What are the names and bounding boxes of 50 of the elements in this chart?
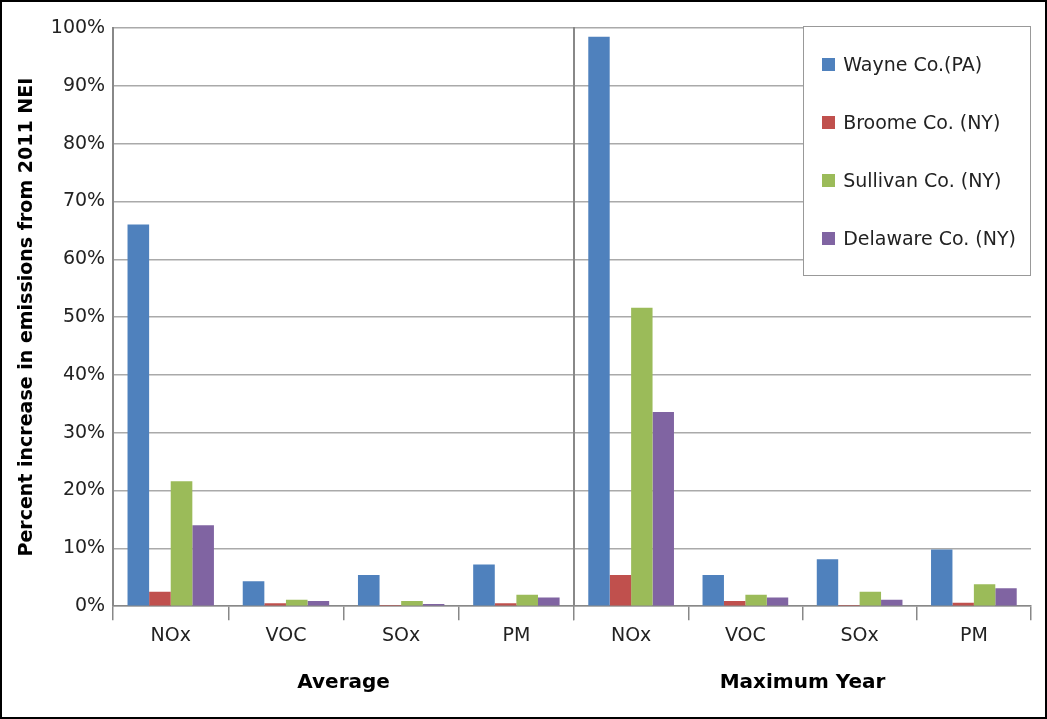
y-tick-label: 60% xyxy=(62,246,106,269)
bar xyxy=(516,594,538,606)
y-tick-label: 20% xyxy=(62,477,106,500)
bar xyxy=(127,224,150,606)
bar xyxy=(170,481,193,606)
y-tick-label: 40% xyxy=(62,361,106,384)
y-tick-label: 50% xyxy=(62,304,106,327)
y-tick-label: 10% xyxy=(62,535,106,558)
bar xyxy=(242,581,265,606)
y-tick-label: 0% xyxy=(74,593,106,616)
x-tick-label: VOC xyxy=(724,622,766,645)
x-axis-title: Average xyxy=(297,669,390,694)
y-tick-label: 30% xyxy=(62,419,106,442)
x-tick-label: NOx xyxy=(610,622,652,645)
bar xyxy=(588,36,610,606)
bar xyxy=(494,603,517,606)
bar xyxy=(537,597,560,606)
x-tick-label: PM xyxy=(502,622,531,645)
bar xyxy=(995,588,1017,606)
bar xyxy=(931,549,953,606)
x-tick-label: SOx xyxy=(382,622,421,645)
bar xyxy=(702,574,724,606)
x-tick-label: PM xyxy=(959,622,988,645)
y-tick-label: 100% xyxy=(50,14,106,37)
bar xyxy=(473,564,495,606)
y-tick-label: 70% xyxy=(62,188,106,211)
x-tick-label: SOx xyxy=(840,622,879,645)
legend-label: Wayne Co.(PA) xyxy=(843,53,983,75)
bar xyxy=(745,594,767,606)
bar xyxy=(401,601,423,606)
legend-label: Broome Co. (NY) xyxy=(843,111,1001,133)
y-axis-title: Percent increase in emissions from 2011 NEI xyxy=(14,77,37,557)
bar xyxy=(357,574,380,606)
bar xyxy=(652,411,674,606)
x-tick-label: VOC xyxy=(265,622,307,645)
legend-label: Sullivan Co. (NY) xyxy=(843,169,1002,191)
bar xyxy=(609,574,632,606)
bar xyxy=(149,591,171,606)
bar xyxy=(264,603,286,606)
bar xyxy=(285,599,308,606)
bar xyxy=(859,591,882,606)
legend-label: Delaware Co. (NY) xyxy=(843,227,1016,249)
y-tick-label: 80% xyxy=(62,130,106,153)
y-tick-label: 90% xyxy=(62,72,106,95)
bar xyxy=(631,307,653,606)
x-axis-title: Maximum Year xyxy=(719,669,886,694)
x-tick-label: NOx xyxy=(150,622,191,645)
bar xyxy=(973,584,996,606)
bar xyxy=(816,559,839,606)
bar xyxy=(192,525,214,606)
